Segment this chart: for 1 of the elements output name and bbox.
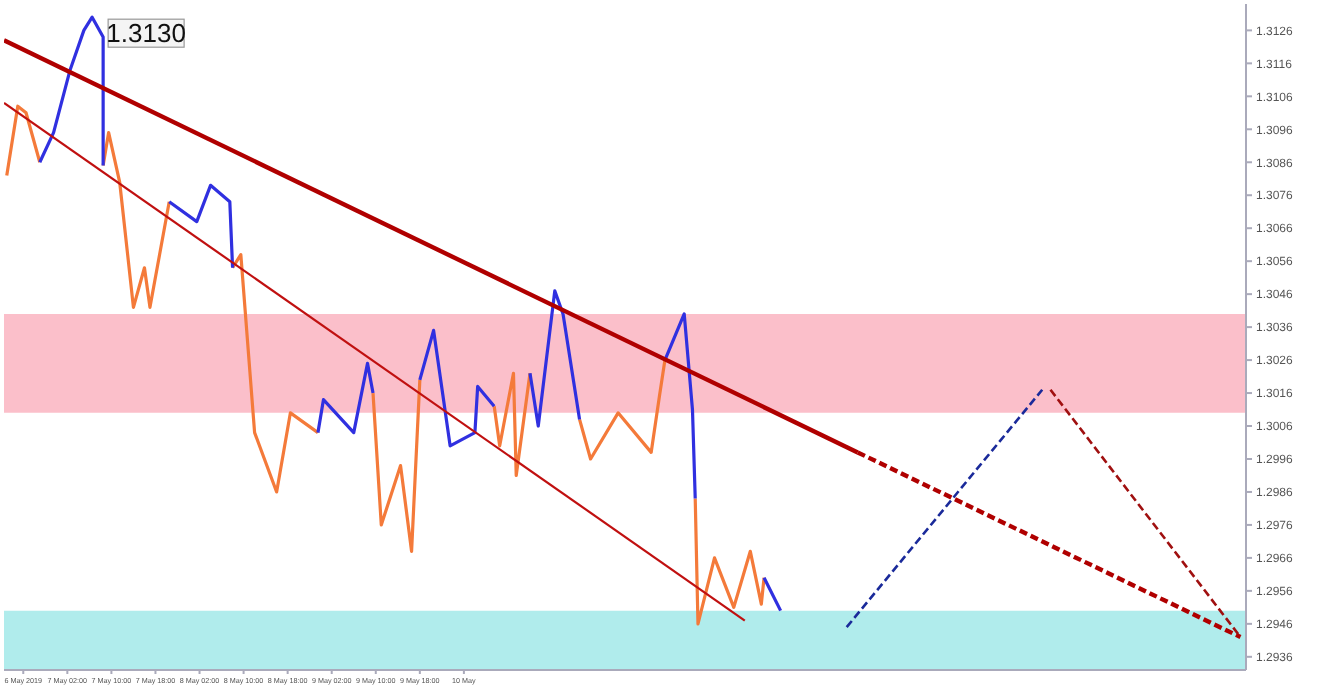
annotation: 1.3130 bbox=[106, 18, 186, 49]
